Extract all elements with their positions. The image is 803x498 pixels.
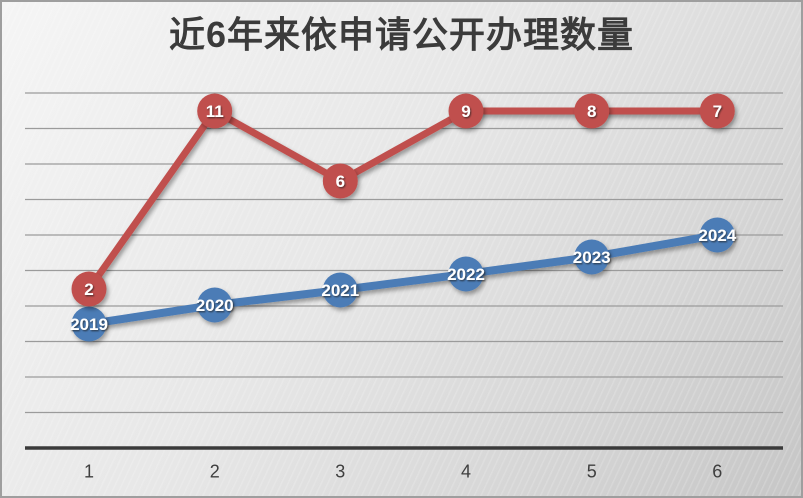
- series-red-point-label: 7: [713, 102, 722, 121]
- series-red-marker: [197, 93, 233, 129]
- series-red-marker: [448, 93, 484, 129]
- series-blue-point-label: 2021: [321, 281, 359, 300]
- series-group: 2019 2020 2021 2022 2023 2024 2 11 6 9 8 7: [70, 93, 737, 342]
- series-blue-point-label: 2024: [698, 226, 736, 245]
- series-blue-point-label: 2023: [573, 248, 611, 267]
- series-red-marker: [574, 93, 610, 129]
- series-red-point-label: 11: [206, 102, 224, 121]
- x-axis-tick-label: 5: [587, 461, 597, 481]
- series-red-point-label: 2: [84, 280, 93, 299]
- chart-title: 近6年来依申请公开办理数量: [168, 14, 635, 55]
- series-blue-marker: [322, 272, 358, 308]
- series-red-line: [85, 107, 721, 293]
- series-blue-line: [85, 231, 722, 328]
- x-axis-tick-label: 3: [335, 461, 345, 481]
- series-blue-point-label: 2022: [447, 265, 485, 284]
- series-blue-point-label: 2019: [70, 315, 108, 334]
- series-blue-marker: [197, 287, 233, 323]
- series-red-point-label: 6: [336, 172, 345, 191]
- gridlines-group: [25, 92, 783, 414]
- series-blue-marker: [448, 256, 484, 292]
- x-axis-tick-label: 4: [461, 461, 471, 481]
- series-red-point-label: 9: [461, 102, 470, 121]
- series-red-point-label: 8: [587, 102, 596, 121]
- series-blue-marker: [71, 306, 107, 342]
- series-red-marker: [699, 93, 735, 129]
- x-axis-tick-label: 1: [84, 461, 94, 481]
- series-blue-marker: [574, 239, 610, 275]
- series-blue-marker: [699, 217, 735, 253]
- series-red-marker: [71, 271, 107, 307]
- x-axis-tick-label: 6: [712, 461, 722, 481]
- series-red-marker: [322, 163, 358, 199]
- x-axis-tick-label: 2: [210, 461, 220, 481]
- x-axis-labels-group: 1 2 3 4 5 6: [84, 461, 722, 481]
- series-blue-point-label: 2020: [196, 296, 234, 315]
